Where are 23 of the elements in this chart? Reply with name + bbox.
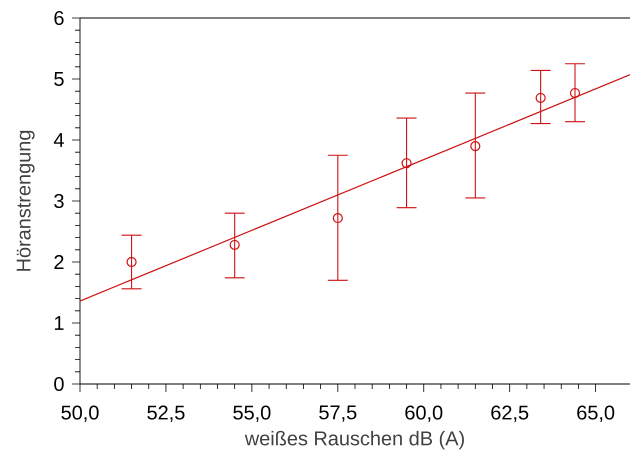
x-tick-label: 65,0 bbox=[577, 406, 614, 422]
x-tick-label: 60,0 bbox=[405, 406, 442, 422]
point bbox=[401, 158, 412, 168]
x-tick-label: 52,5 bbox=[147, 406, 184, 422]
y-tick-label: 5 bbox=[54, 72, 64, 86]
y-tick-label: 0 bbox=[54, 376, 64, 392]
x-tick-label: 55,0 bbox=[233, 406, 270, 422]
y-tick-label: 2 bbox=[54, 255, 64, 269]
y-axis-title: Höranstrengung bbox=[16, 130, 35, 271]
y-tick-label: 4 bbox=[54, 133, 64, 147]
y-tick-label: 1 bbox=[54, 316, 64, 330]
x-tick-label: 50,0 bbox=[61, 406, 99, 422]
point bbox=[570, 88, 580, 98]
point bbox=[536, 92, 546, 103]
y-tick-label: 3 bbox=[54, 194, 64, 208]
x-tick-label: 57,5 bbox=[319, 406, 356, 422]
point bbox=[332, 213, 343, 224]
point bbox=[126, 256, 137, 268]
point bbox=[230, 240, 240, 250]
y-tick-label: 6 bbox=[54, 10, 64, 26]
point bbox=[470, 141, 480, 152]
x-axis-title: weißes Rauschen dB (A) bbox=[244, 430, 464, 450]
x-tick-label: 62,5 bbox=[491, 406, 528, 422]
